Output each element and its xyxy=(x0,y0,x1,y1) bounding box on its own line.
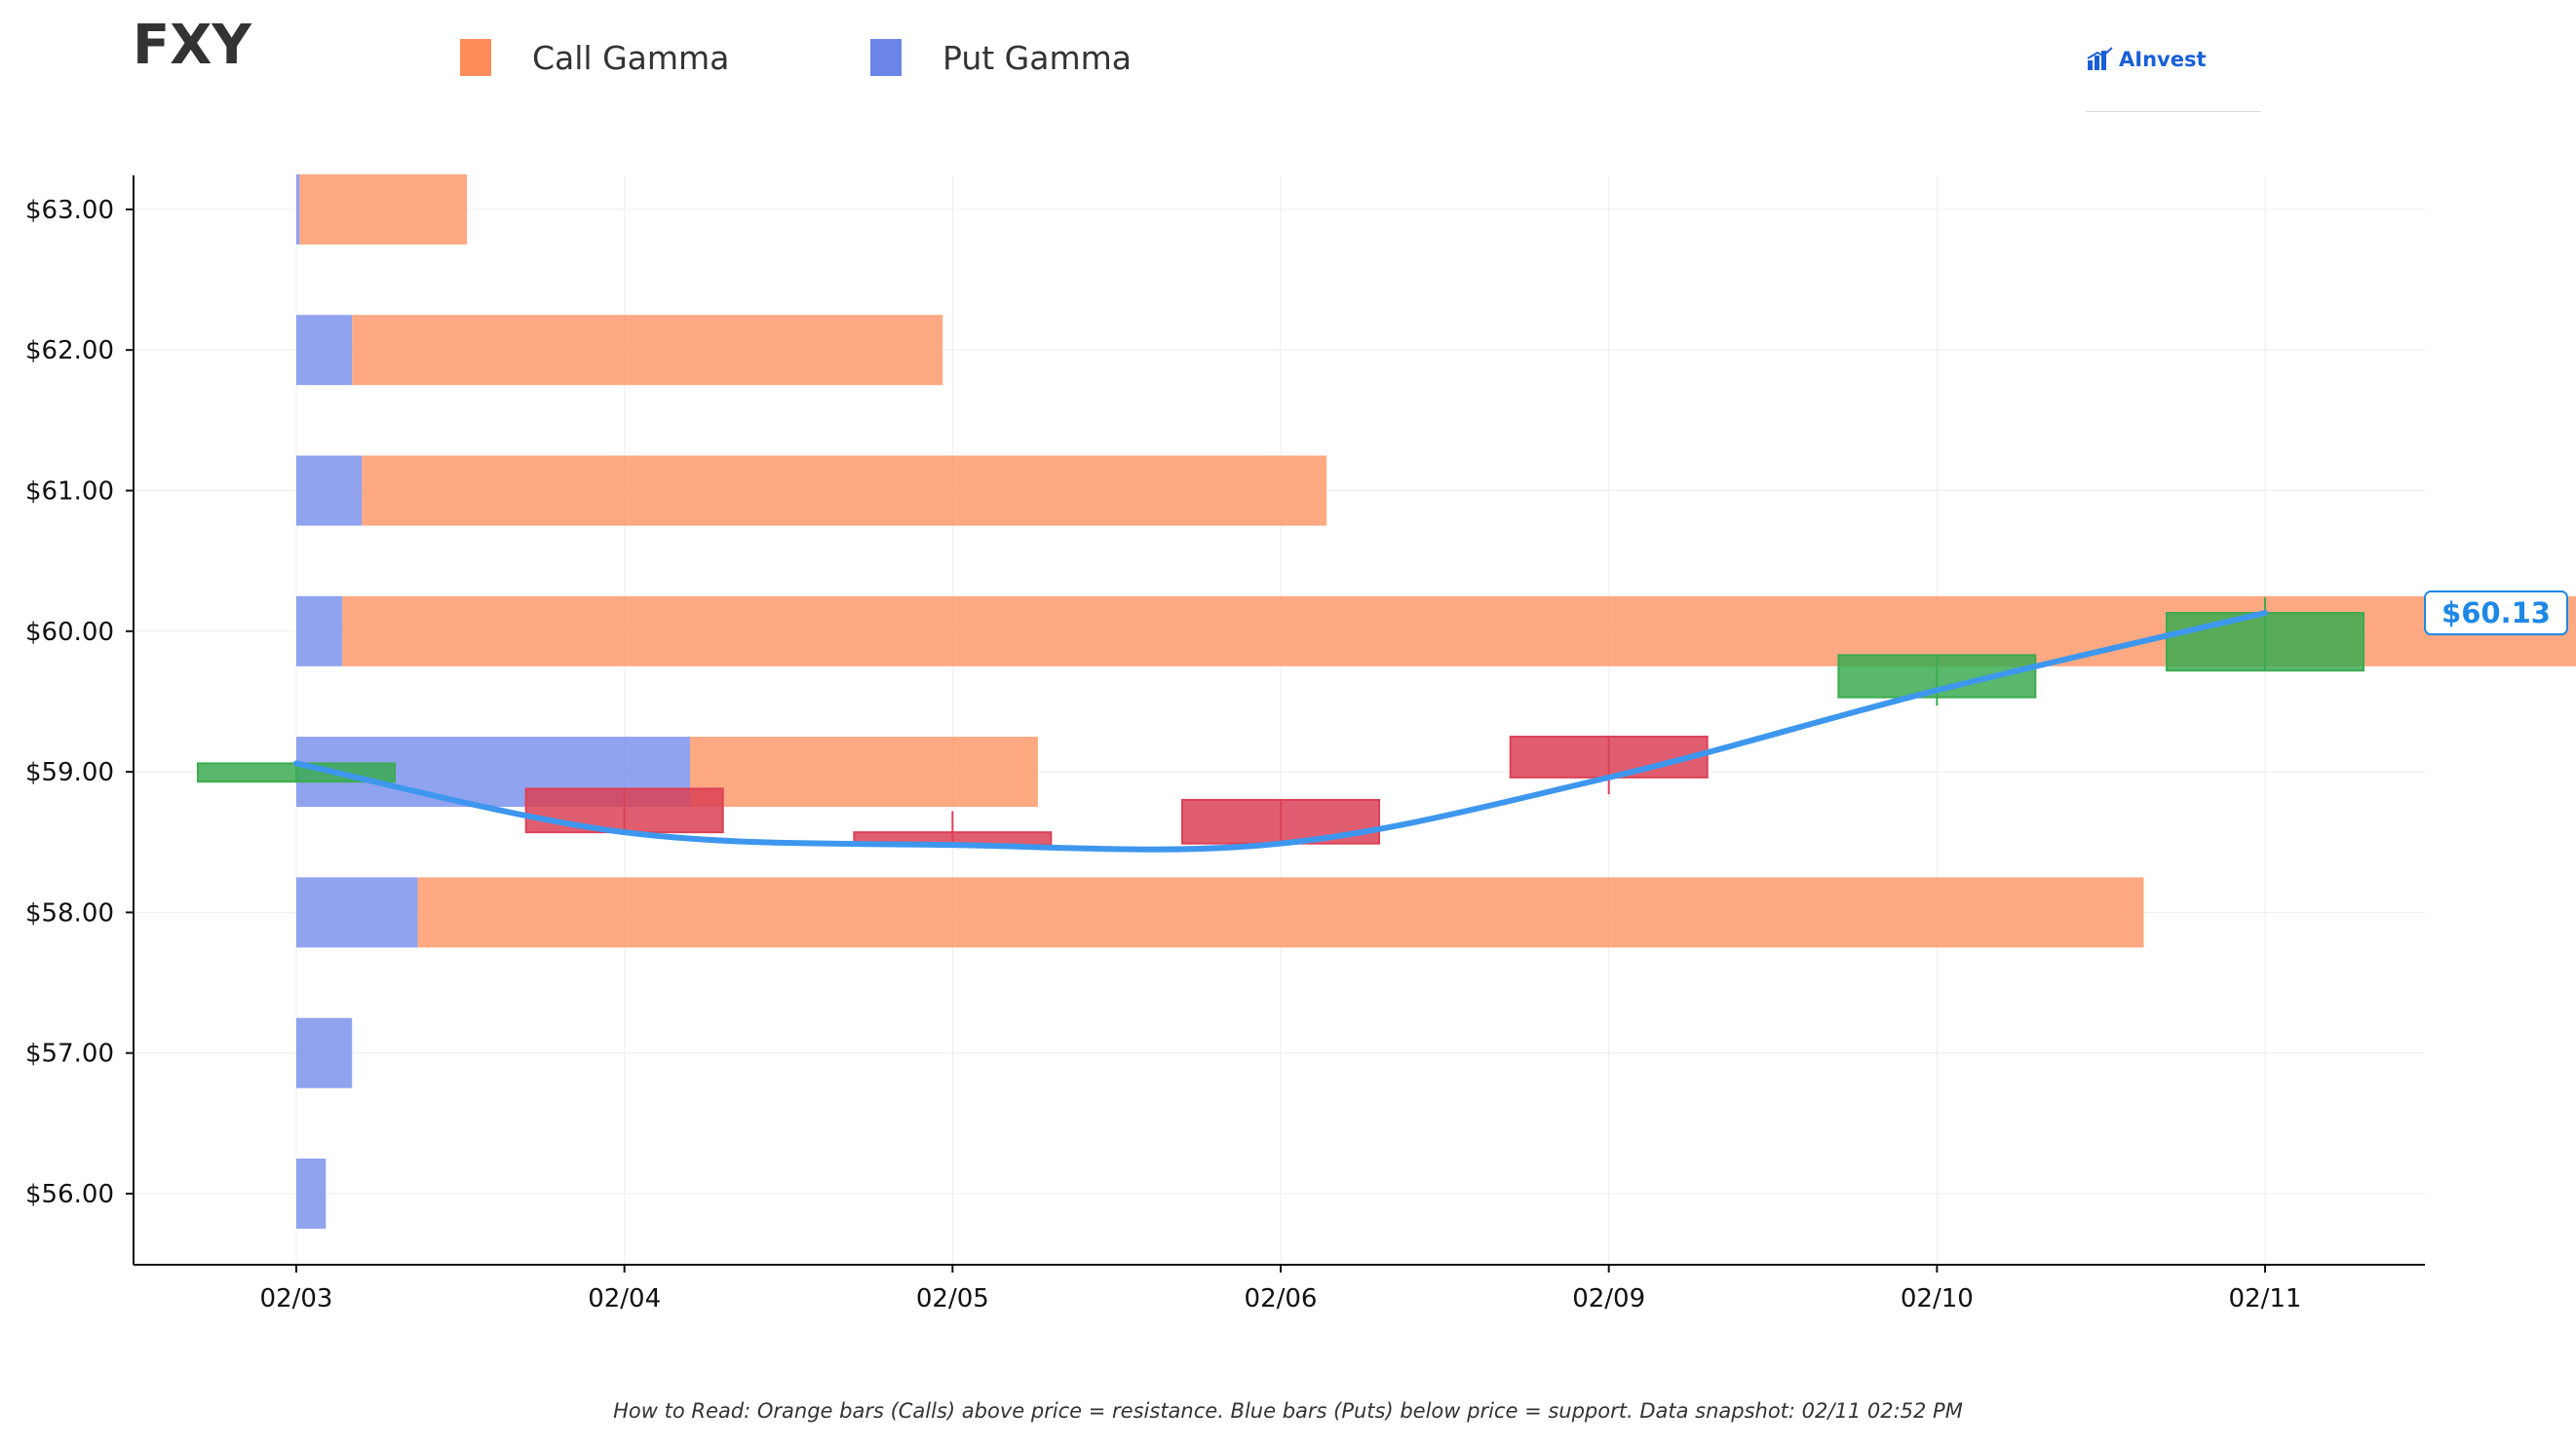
price-line xyxy=(293,610,2269,853)
call-gamma-label: Call Gamma xyxy=(532,38,730,77)
y-tick-label: $60.00 xyxy=(25,618,114,647)
legend-put-gamma: Put Gamma xyxy=(870,33,1132,82)
call-gamma-bar xyxy=(299,173,468,245)
put-gamma-bar xyxy=(296,595,343,666)
call-gamma-bar xyxy=(362,455,1327,526)
put-gamma-bar xyxy=(296,455,363,526)
x-tick-label: 02/09 xyxy=(1572,1284,1645,1313)
legend-call-gamma: Call Gamma xyxy=(460,33,729,82)
gamma-price-chart: $56.00 $57.00 $58.00 $59.00 $60.00 $61.00 $62.… xyxy=(25,173,2576,1313)
candle-body xyxy=(1509,736,1709,779)
call-gamma-bar xyxy=(417,877,2144,948)
candle-body xyxy=(524,787,724,834)
x-tick-label: 02/03 xyxy=(260,1284,333,1313)
y-tick-label: $58.00 xyxy=(25,898,114,928)
ticker-title: FXY xyxy=(133,14,251,77)
y-tick-label: $61.00 xyxy=(25,477,114,507)
put-gamma-bar xyxy=(296,1159,327,1229)
footnote: How to Read: Orange bars (Calls) above p… xyxy=(613,1399,1963,1423)
call-gamma-bar xyxy=(690,737,1038,808)
price-line-layer xyxy=(293,610,2269,853)
put-gamma-label: Put Gamma xyxy=(942,38,1132,77)
y-tick-label: $62.00 xyxy=(25,336,114,365)
x-tick-label: 02/10 xyxy=(1901,1284,1974,1313)
gamma-bars xyxy=(296,173,2576,1229)
y-tick-label: $56.00 xyxy=(25,1180,114,1209)
brand-name: AInvest xyxy=(2119,48,2207,71)
y-tick-label: $57.00 xyxy=(25,1040,114,1069)
x-tick-label: 02/06 xyxy=(1245,1284,1318,1313)
put-gamma-bar xyxy=(296,173,300,245)
put-gamma-swatch xyxy=(870,39,902,76)
bar-chart-icon xyxy=(2087,47,2113,70)
y-tick-label: $59.00 xyxy=(25,758,114,787)
price-tag-box xyxy=(2424,590,2568,636)
x-tick-label: 02/11 xyxy=(2229,1284,2302,1313)
y-tick-label: $63.00 xyxy=(25,196,114,225)
put-gamma-bar xyxy=(296,877,418,948)
axes: $56.00 $57.00 $58.00 $59.00 $60.00 $61.00 $62.… xyxy=(25,175,2425,1313)
call-gamma-bar xyxy=(352,315,943,386)
price-tag-label: $60.13 xyxy=(2441,596,2551,629)
current-price-tag: $60.13 xyxy=(2424,590,2568,636)
x-tick-label: 02/05 xyxy=(916,1284,989,1313)
put-gamma-bar xyxy=(296,315,353,386)
put-gamma-bar xyxy=(296,1017,353,1088)
brand-logo: AInvest xyxy=(2086,47,2261,112)
candle-body xyxy=(2166,612,2365,672)
call-gamma-swatch xyxy=(460,39,491,76)
x-tick-label: 02/04 xyxy=(588,1284,661,1313)
